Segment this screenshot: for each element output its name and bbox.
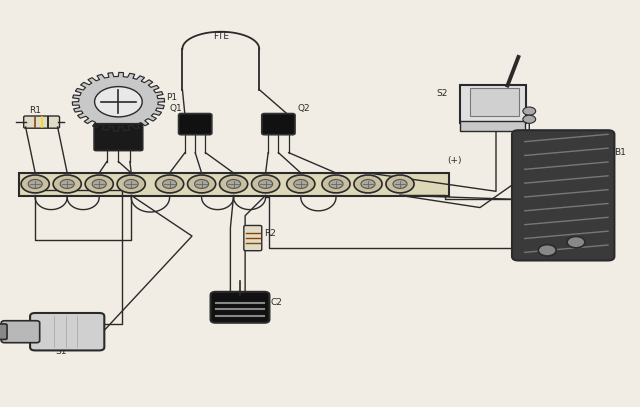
FancyBboxPatch shape bbox=[460, 121, 525, 131]
Circle shape bbox=[28, 179, 42, 188]
Circle shape bbox=[259, 179, 273, 188]
FancyBboxPatch shape bbox=[244, 225, 262, 251]
FancyBboxPatch shape bbox=[512, 130, 614, 260]
Circle shape bbox=[294, 179, 308, 188]
Text: Q2: Q2 bbox=[298, 104, 310, 113]
FancyBboxPatch shape bbox=[460, 85, 526, 123]
Circle shape bbox=[124, 179, 138, 188]
Circle shape bbox=[163, 179, 177, 188]
FancyBboxPatch shape bbox=[0, 324, 7, 339]
Text: (+): (+) bbox=[447, 156, 461, 165]
Circle shape bbox=[21, 175, 49, 193]
Circle shape bbox=[567, 236, 585, 248]
FancyBboxPatch shape bbox=[211, 292, 269, 323]
Text: C2: C2 bbox=[271, 298, 283, 307]
Circle shape bbox=[92, 179, 106, 188]
Polygon shape bbox=[72, 72, 164, 131]
Circle shape bbox=[72, 72, 164, 131]
Circle shape bbox=[287, 175, 315, 193]
FancyBboxPatch shape bbox=[1, 321, 40, 343]
Circle shape bbox=[60, 179, 74, 188]
Circle shape bbox=[117, 175, 145, 193]
FancyBboxPatch shape bbox=[470, 88, 519, 116]
FancyBboxPatch shape bbox=[24, 116, 60, 128]
FancyBboxPatch shape bbox=[30, 313, 104, 350]
Circle shape bbox=[386, 175, 414, 193]
Text: FTE: FTE bbox=[212, 32, 229, 41]
FancyBboxPatch shape bbox=[94, 124, 143, 151]
Circle shape bbox=[195, 179, 209, 188]
Circle shape bbox=[523, 115, 536, 123]
Circle shape bbox=[354, 175, 382, 193]
Circle shape bbox=[252, 175, 280, 193]
Circle shape bbox=[220, 175, 248, 193]
Circle shape bbox=[85, 175, 113, 193]
Circle shape bbox=[393, 179, 407, 188]
Text: R1: R1 bbox=[29, 106, 41, 115]
Text: Q1: Q1 bbox=[170, 104, 182, 113]
Text: S2: S2 bbox=[436, 89, 448, 98]
Circle shape bbox=[188, 175, 216, 193]
Circle shape bbox=[227, 179, 241, 188]
FancyBboxPatch shape bbox=[262, 114, 295, 135]
Circle shape bbox=[329, 179, 343, 188]
Circle shape bbox=[361, 179, 375, 188]
Circle shape bbox=[523, 107, 536, 115]
Circle shape bbox=[538, 245, 556, 256]
Circle shape bbox=[156, 175, 184, 193]
Text: P1: P1 bbox=[166, 93, 177, 102]
Text: R2: R2 bbox=[264, 229, 276, 238]
Circle shape bbox=[322, 175, 350, 193]
FancyBboxPatch shape bbox=[179, 114, 212, 135]
FancyBboxPatch shape bbox=[19, 173, 449, 196]
Text: B1: B1 bbox=[614, 148, 627, 157]
Circle shape bbox=[95, 87, 142, 117]
Circle shape bbox=[53, 175, 81, 193]
Text: S1: S1 bbox=[55, 347, 67, 356]
